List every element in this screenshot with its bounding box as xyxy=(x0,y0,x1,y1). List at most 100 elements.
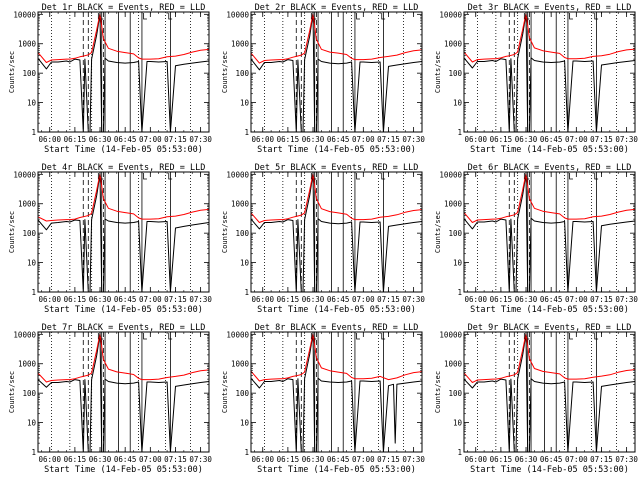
panel-5-xtick-label: 06:45 xyxy=(327,295,350,304)
panel-4-marker-G xyxy=(97,173,104,180)
panel-5-series-lld xyxy=(250,173,423,223)
panel-2-xtick-label: 06:00 xyxy=(251,135,274,144)
panel-9-marker-T xyxy=(569,333,573,340)
panel-8-ytick-label: 10 xyxy=(240,419,250,428)
panel-5-ytick-label: 10 xyxy=(240,259,250,268)
panel-3-xtick-label: 07:30 xyxy=(615,135,638,144)
panel-4-xtick-label: 07:00 xyxy=(139,295,162,304)
panel-7-ytick-label: 1 xyxy=(31,448,36,457)
panel-3-title: Det 3r BLACK = Events, RED = LLD xyxy=(468,3,632,13)
panel-5-ylabel: Counts/sec xyxy=(221,211,229,253)
panel-1-xtick-label: 07:00 xyxy=(139,135,162,144)
panel-2-xtick-label: 07:15 xyxy=(377,135,400,144)
panel-7-ytick-label: 10000 xyxy=(13,330,36,339)
panel-9-xtick-label: 06:45 xyxy=(540,455,563,464)
panel-2-ytick-label: 10000 xyxy=(226,10,249,19)
panel-9-xtick-label: 06:00 xyxy=(464,455,487,464)
panel-3-xtick-label: 06:15 xyxy=(490,135,513,144)
panel-8-series-events xyxy=(250,333,423,453)
panel-2-ylabel: Counts/sec xyxy=(221,51,229,93)
panel-5: Det 5r BLACK = Events, RED = LLD Start Ti… xyxy=(221,163,425,315)
panel-5-xtick-label: 07:00 xyxy=(352,295,375,304)
panel-4-marker-T xyxy=(143,173,147,180)
panel-3-xtick-label: 06:45 xyxy=(540,135,563,144)
panel-4-xtick-label: 06:30 xyxy=(89,295,112,304)
panel-7: Det 7r BLACK = Events, RED = LLD Start Ti… xyxy=(8,323,212,475)
panel-9-frame xyxy=(463,331,636,453)
panel-5-xlabel: Start Time (14-Feb-05 05:53:00) xyxy=(257,305,416,315)
panel-7-xtick-label: 06:15 xyxy=(64,455,87,464)
panel-4-ytick-label: 10000 xyxy=(13,170,36,179)
panel-7-frame xyxy=(37,331,210,453)
panel-9-title: Det 9r BLACK = Events, RED = LLD xyxy=(468,323,632,333)
panel-5-xtick-label: 07:30 xyxy=(402,295,425,304)
panel-9-xtick-label: 07:30 xyxy=(615,455,638,464)
panel-8-xtick-label: 07:15 xyxy=(377,455,400,464)
panel-3-series-lld xyxy=(463,13,636,63)
panel-5-frame xyxy=(250,171,423,293)
panel-2: Det 2r BLACK = Events, RED = LLD Start Ti… xyxy=(221,3,425,155)
panel-1-xtick-label: 06:00 xyxy=(38,135,61,144)
panel-6-ytick-label: 1 xyxy=(457,288,462,297)
panel-1-frame xyxy=(37,11,210,133)
panel-9-ytick-label: 1 xyxy=(457,448,462,457)
panel-1-xtick-label: 07:30 xyxy=(189,135,212,144)
panel-2-marker-G xyxy=(310,13,317,20)
panel-4-xtick-label: 06:15 xyxy=(64,295,87,304)
panel-1-ylabel: Counts/sec xyxy=(8,51,16,93)
panel-2-series-lld xyxy=(250,13,423,64)
panel-8: Det 8r BLACK = Events, RED = LLD Start Ti… xyxy=(221,323,425,475)
panel-1-series-events xyxy=(37,13,210,133)
panel-3-ytick-label: 1000 xyxy=(444,40,463,49)
panel-8-xtick-label: 06:45 xyxy=(327,455,350,464)
panel-7-xtick-label: 06:30 xyxy=(89,455,112,464)
panel-3-marker-G xyxy=(523,13,530,20)
panel-8-ytick-label: 10000 xyxy=(226,330,249,339)
panel-5-ytick-label: 1000 xyxy=(231,200,250,209)
panel-6-xtick-label: 07:00 xyxy=(565,295,588,304)
panel-6-marker-G xyxy=(523,173,530,180)
panel-4-xtick-label: 06:45 xyxy=(114,295,137,304)
panel-9-xtick-label: 06:15 xyxy=(490,455,513,464)
panel-1-series-lld xyxy=(37,13,210,63)
panel-2-marker-T xyxy=(356,13,360,20)
panel-3-ytick-label: 1 xyxy=(457,128,462,137)
panel-8-frame xyxy=(250,331,423,453)
panel-6-frame xyxy=(463,171,636,293)
panel-4-series-events xyxy=(37,173,210,293)
panel-7-marker-G xyxy=(97,333,104,340)
panel-3-xtick-label: 07:15 xyxy=(590,135,613,144)
panel-2-title: Det 2r BLACK = Events, RED = LLD xyxy=(255,3,419,13)
panel-8-xtick-label: 06:00 xyxy=(251,455,274,464)
panel-1-ytick-label: 100 xyxy=(22,69,36,78)
panel-3-marker-L xyxy=(594,13,599,20)
panel-1-title: Det 1r BLACK = Events, RED = LLD xyxy=(42,3,206,13)
panel-8-ylabel: Counts/sec xyxy=(221,371,229,413)
panel-7-ylabel: Counts/sec xyxy=(8,371,16,413)
panel-6-series-lld xyxy=(463,173,636,223)
panel-4-ytick-label: 1000 xyxy=(18,200,37,209)
panel-3-xtick-label: 06:00 xyxy=(464,135,487,144)
panel-9-ytick-label: 10000 xyxy=(439,330,462,339)
panel-4-xlabel: Start Time (14-Feb-05 05:53:00) xyxy=(44,305,203,315)
panel-3-marker-T xyxy=(569,13,573,20)
panel-8-marker-T xyxy=(356,333,360,340)
panel-7-xtick-label: 07:15 xyxy=(164,455,187,464)
panel-8-marker-G xyxy=(310,333,317,340)
panel-5-marker-G xyxy=(310,173,317,180)
panel-2-xtick-label: 06:30 xyxy=(302,135,325,144)
panel-6-xtick-label: 06:15 xyxy=(490,295,513,304)
panel-6-xtick-label: 06:45 xyxy=(540,295,563,304)
panel-4-ylabel: Counts/sec xyxy=(8,211,16,253)
panel-5-title: Det 5r BLACK = Events, RED = LLD xyxy=(255,163,419,173)
panel-9-ytick-label: 1000 xyxy=(444,360,463,369)
panel-2-ytick-label: 10 xyxy=(240,99,250,108)
panel-7-xtick-label: 07:00 xyxy=(139,455,162,464)
panel-7-ytick-label: 10 xyxy=(27,419,37,428)
panel-9-marker-G xyxy=(523,333,530,340)
panel-4-marker-L xyxy=(168,173,173,180)
panel-3-series-events xyxy=(463,13,636,133)
panel-8-series-lld xyxy=(250,333,423,382)
panel-9: Det 9r BLACK = Events, RED = LLD Start Ti… xyxy=(434,323,638,475)
